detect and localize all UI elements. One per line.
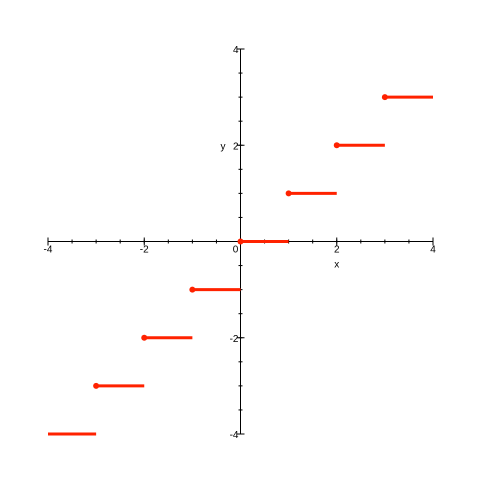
- y-tick-label: -2: [230, 334, 239, 345]
- x-tick-label: 4: [430, 245, 436, 256]
- closed-endpoint-dot: [141, 334, 148, 341]
- closed-endpoint-dot: [237, 238, 244, 245]
- closed-endpoint-dot: [189, 286, 196, 293]
- x-tick-label: -4: [44, 245, 53, 256]
- x-axis-label: x: [334, 260, 339, 271]
- closed-endpoint-dot: [381, 94, 388, 101]
- step-segments: [48, 94, 433, 436]
- closed-endpoint-dot: [93, 382, 100, 389]
- x-tick-label: 0: [233, 245, 239, 256]
- y-tick-label: -4: [230, 430, 239, 441]
- y-tick-label: 2: [233, 141, 239, 152]
- x-tick-label: 2: [334, 245, 340, 256]
- y-tick-label: 4: [233, 45, 239, 56]
- x-tick-label: -2: [140, 245, 149, 256]
- closed-endpoint-dot: [285, 190, 292, 197]
- tick-labels: -4 -2 0 2 4 -4 -2 2 4: [44, 45, 437, 441]
- y-axis-label: y: [221, 141, 226, 152]
- closed-endpoint-dot: [333, 142, 340, 149]
